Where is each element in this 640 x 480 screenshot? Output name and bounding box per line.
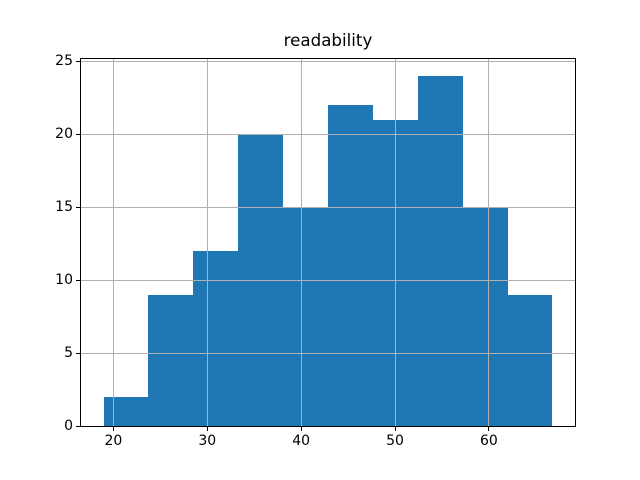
y-tick — [76, 60, 80, 62]
y-gridline — [81, 60, 575, 62]
x-tick — [488, 427, 490, 432]
histogram-bar — [193, 251, 239, 427]
histogram-bar — [103, 396, 149, 427]
x-tick-label: 50 — [386, 433, 404, 450]
y-gridline — [81, 352, 575, 354]
x-tick-label: 20 — [104, 433, 123, 450]
plot-area — [80, 57, 576, 428]
y-tick-label: 5 — [64, 344, 73, 361]
y-gridline — [81, 279, 575, 281]
y-tick-label: 25 — [55, 52, 73, 69]
x-gridline — [112, 58, 114, 427]
histogram-bar — [507, 294, 553, 427]
x-tick-label: 30 — [198, 433, 217, 450]
y-gridline — [81, 206, 575, 208]
histogram-bar — [462, 207, 508, 427]
y-tick — [76, 279, 80, 281]
x-tick — [112, 427, 114, 432]
x-tick-label: 60 — [479, 433, 498, 450]
x-gridline — [394, 58, 396, 427]
y-tick — [76, 133, 80, 135]
y-tick-label: 20 — [55, 125, 73, 142]
x-tick — [206, 427, 208, 432]
x-gridline — [300, 58, 302, 427]
y-tick-label: 10 — [55, 271, 73, 288]
y-tick-label: 0 — [64, 417, 73, 434]
x-gridline — [488, 58, 490, 427]
chart-title: readability — [283, 30, 373, 50]
y-gridline — [81, 133, 575, 135]
y-tick — [76, 352, 80, 354]
y-tick-label: 15 — [55, 198, 73, 215]
y-tick — [76, 425, 80, 427]
histogram-bar — [148, 294, 194, 427]
x-tick-label: 40 — [292, 433, 311, 450]
histogram-bar — [283, 207, 328, 427]
histogram-bar — [328, 105, 373, 427]
x-tick — [394, 427, 396, 432]
x-gridline — [206, 58, 208, 427]
histogram-bar — [417, 76, 463, 427]
y-tick — [76, 206, 80, 208]
x-tick — [300, 427, 302, 432]
